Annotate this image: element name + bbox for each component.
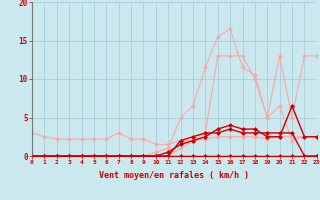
X-axis label: Vent moyen/en rafales ( km/h ): Vent moyen/en rafales ( km/h ) xyxy=(100,171,249,180)
